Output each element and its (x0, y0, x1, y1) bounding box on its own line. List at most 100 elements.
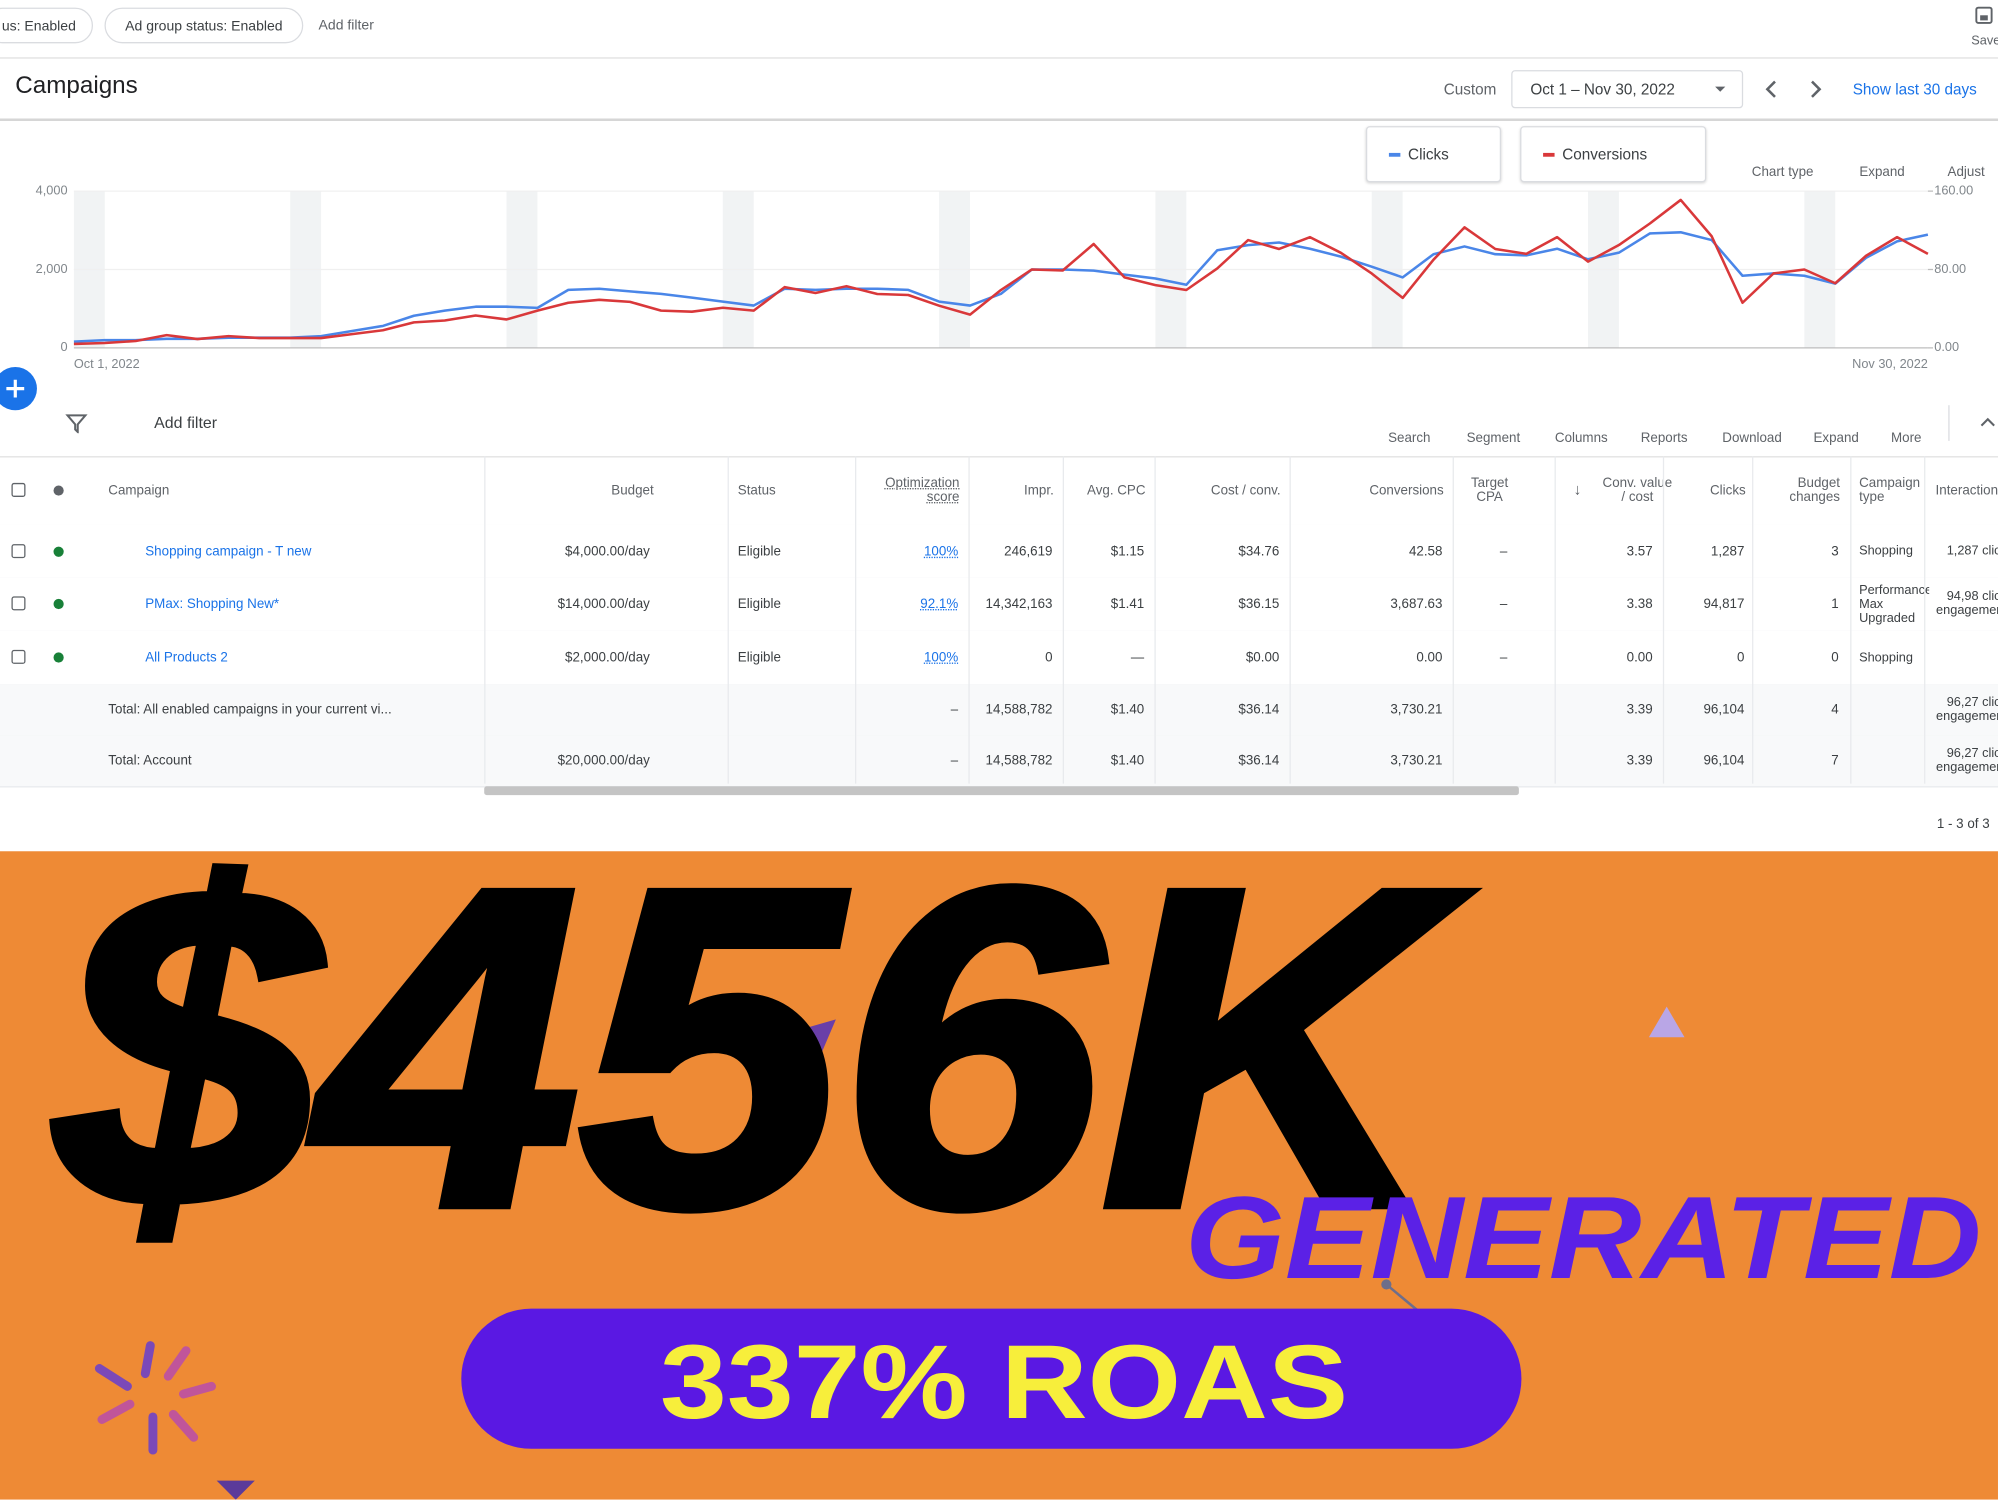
add-filter[interactable]: Add filter (154, 414, 218, 432)
collapse-caret[interactable] (1979, 414, 1997, 429)
table-cell: Total: Account (108, 753, 192, 769)
filter-icon[interactable] (65, 413, 88, 434)
column-header[interactable]: Status (737, 482, 776, 498)
scrollbar[interactable] (484, 786, 1519, 796)
table-cell: 0 (1045, 649, 1053, 666)
tool-label[interactable]: Columns (1554, 430, 1608, 446)
table-cell: Eligible (737, 649, 781, 666)
legend-swatch (1388, 152, 1401, 157)
table-cell: 42.58 (1408, 543, 1443, 559)
period-arrows[interactable] (1761, 76, 1837, 101)
table-cell: $34.76 (1238, 543, 1280, 559)
decor-dot (1381, 1279, 1392, 1290)
x-tick-label: Nov 30, 2022 (1852, 356, 1928, 371)
table-cell: 96,104 (1703, 702, 1745, 718)
show-last-link[interactable]: Show last 30 days (1852, 80, 1977, 99)
table-cell[interactable]: 92.1% (920, 596, 959, 612)
metric-dropdown[interactable] (1365, 126, 1502, 183)
decor-burst (94, 1341, 216, 1455)
column-header[interactable]: Conv. value / cost (1602, 475, 1673, 505)
promo-amount: $456K (50, 851, 1475, 1300)
decor-triangle (216, 1480, 255, 1500)
column-header[interactable]: Interactions (1935, 482, 1998, 498)
table-cell[interactable]: Shopping campaign - T new (145, 543, 312, 559)
column-header[interactable]: Clicks (1710, 482, 1746, 498)
table-cell[interactable]: 100% (923, 543, 959, 559)
column-header[interactable]: Budget (611, 482, 654, 498)
column-divider (1154, 456, 1156, 784)
filter-chip[interactable]: us: Enabled (0, 7, 94, 44)
tool-label[interactable]: More (1890, 430, 1922, 446)
column-header[interactable]: Avg. CPC (1087, 482, 1146, 498)
table-cell: 3.38 (1626, 596, 1653, 612)
y2-tick-label: 160.00 (1934, 182, 1973, 197)
table-cell: Eligible (737, 543, 781, 559)
column-header[interactable]: Conversions (1369, 482, 1444, 498)
save-label[interactable]: Save (1971, 34, 1998, 49)
legend-label[interactable]: Conversions (1562, 145, 1648, 164)
filter-chip[interactable]: Ad group status: Enabled (104, 7, 304, 44)
column-divider (855, 456, 857, 784)
tool-label[interactable]: Download (1722, 430, 1782, 446)
table-cell[interactable]: All Products 2 (145, 649, 228, 666)
column-header[interactable]: Impr. (1024, 482, 1054, 498)
checkbox[interactable] (11, 649, 26, 664)
checkbox[interactable] (11, 482, 26, 497)
chart-tool-label[interactable]: Adjust (1947, 164, 1985, 180)
tool-label[interactable]: Expand (1813, 430, 1859, 446)
sort-arrow: ↓ (1573, 480, 1582, 499)
table-cell: 14,588,782 (985, 753, 1053, 769)
add-button[interactable] (0, 366, 41, 412)
dropdown-caret[interactable] (1713, 84, 1728, 94)
toolbar-divider (1948, 405, 1950, 441)
tool-label[interactable]: Search (1388, 430, 1431, 446)
header-bar (0, 59, 1998, 122)
column-header[interactable]: Campaign type (1859, 475, 1921, 505)
table-cell[interactable]: 100% (923, 649, 959, 666)
pagination: 1 - 3 of 3 (1936, 816, 1990, 833)
legend-label[interactable]: Clicks (1408, 145, 1449, 164)
chart-tool-label[interactable]: Expand (1859, 164, 1905, 180)
decor-triangle (1187, 899, 1221, 936)
column-header[interactable]: Optimization score (885, 475, 960, 505)
column-divider (1850, 456, 1852, 784)
table-cell[interactable]: PMax: Shopping New* (145, 596, 280, 612)
column-divider (1452, 456, 1454, 784)
chart-tool-label[interactable]: Chart type (1751, 164, 1814, 180)
table-cell: 0.00 (1626, 649, 1653, 666)
tool-label[interactable]: Segment (1466, 430, 1521, 446)
page-title: Campaigns (15, 72, 138, 100)
table-cell: Shopping (1859, 650, 1913, 665)
filter-chip[interactable]: Add filter (318, 17, 374, 34)
table-cell: 94,98 clicks engagements (1936, 589, 1998, 619)
status-dot (53, 546, 64, 557)
table-cell: 3.39 (1626, 702, 1653, 718)
date-range-picker[interactable] (1511, 70, 1744, 109)
checkbox[interactable] (11, 543, 26, 558)
table-cell: 0.00 (1416, 649, 1443, 666)
table-cell: 3,687.63 (1390, 596, 1443, 612)
table-cell: $0.00 (1245, 649, 1280, 666)
table-cell: 3,730.21 (1390, 753, 1443, 769)
decor-line (1385, 1283, 1418, 1311)
tool-label[interactable]: Reports (1640, 430, 1688, 446)
column-header[interactable]: Campaign (108, 482, 170, 498)
table-cell: 7 (1831, 753, 1839, 769)
status-dot (53, 652, 64, 663)
date-range[interactable]: Oct 1 – Nov 30, 2022 (1530, 80, 1675, 99)
column-header[interactable]: Budget changes (1789, 475, 1840, 505)
table-cell: — (1130, 649, 1145, 666)
promo-generated: GENERATED (1185, 1172, 1981, 1303)
table-cell: 96,104 (1703, 753, 1745, 769)
save-icon[interactable] (1974, 5, 1994, 25)
column-divider (968, 456, 970, 784)
column-header[interactable]: Cost / conv. (1210, 482, 1281, 498)
y2-tick-label: 0.00 (1934, 339, 1959, 354)
range-label: Custom (1443, 80, 1497, 99)
column-header[interactable]: Target CPA (1470, 475, 1509, 505)
table-cell: – (950, 753, 959, 769)
table-cell: 96,27 clicks engagements (1936, 746, 1998, 775)
checkbox[interactable] (11, 596, 26, 611)
